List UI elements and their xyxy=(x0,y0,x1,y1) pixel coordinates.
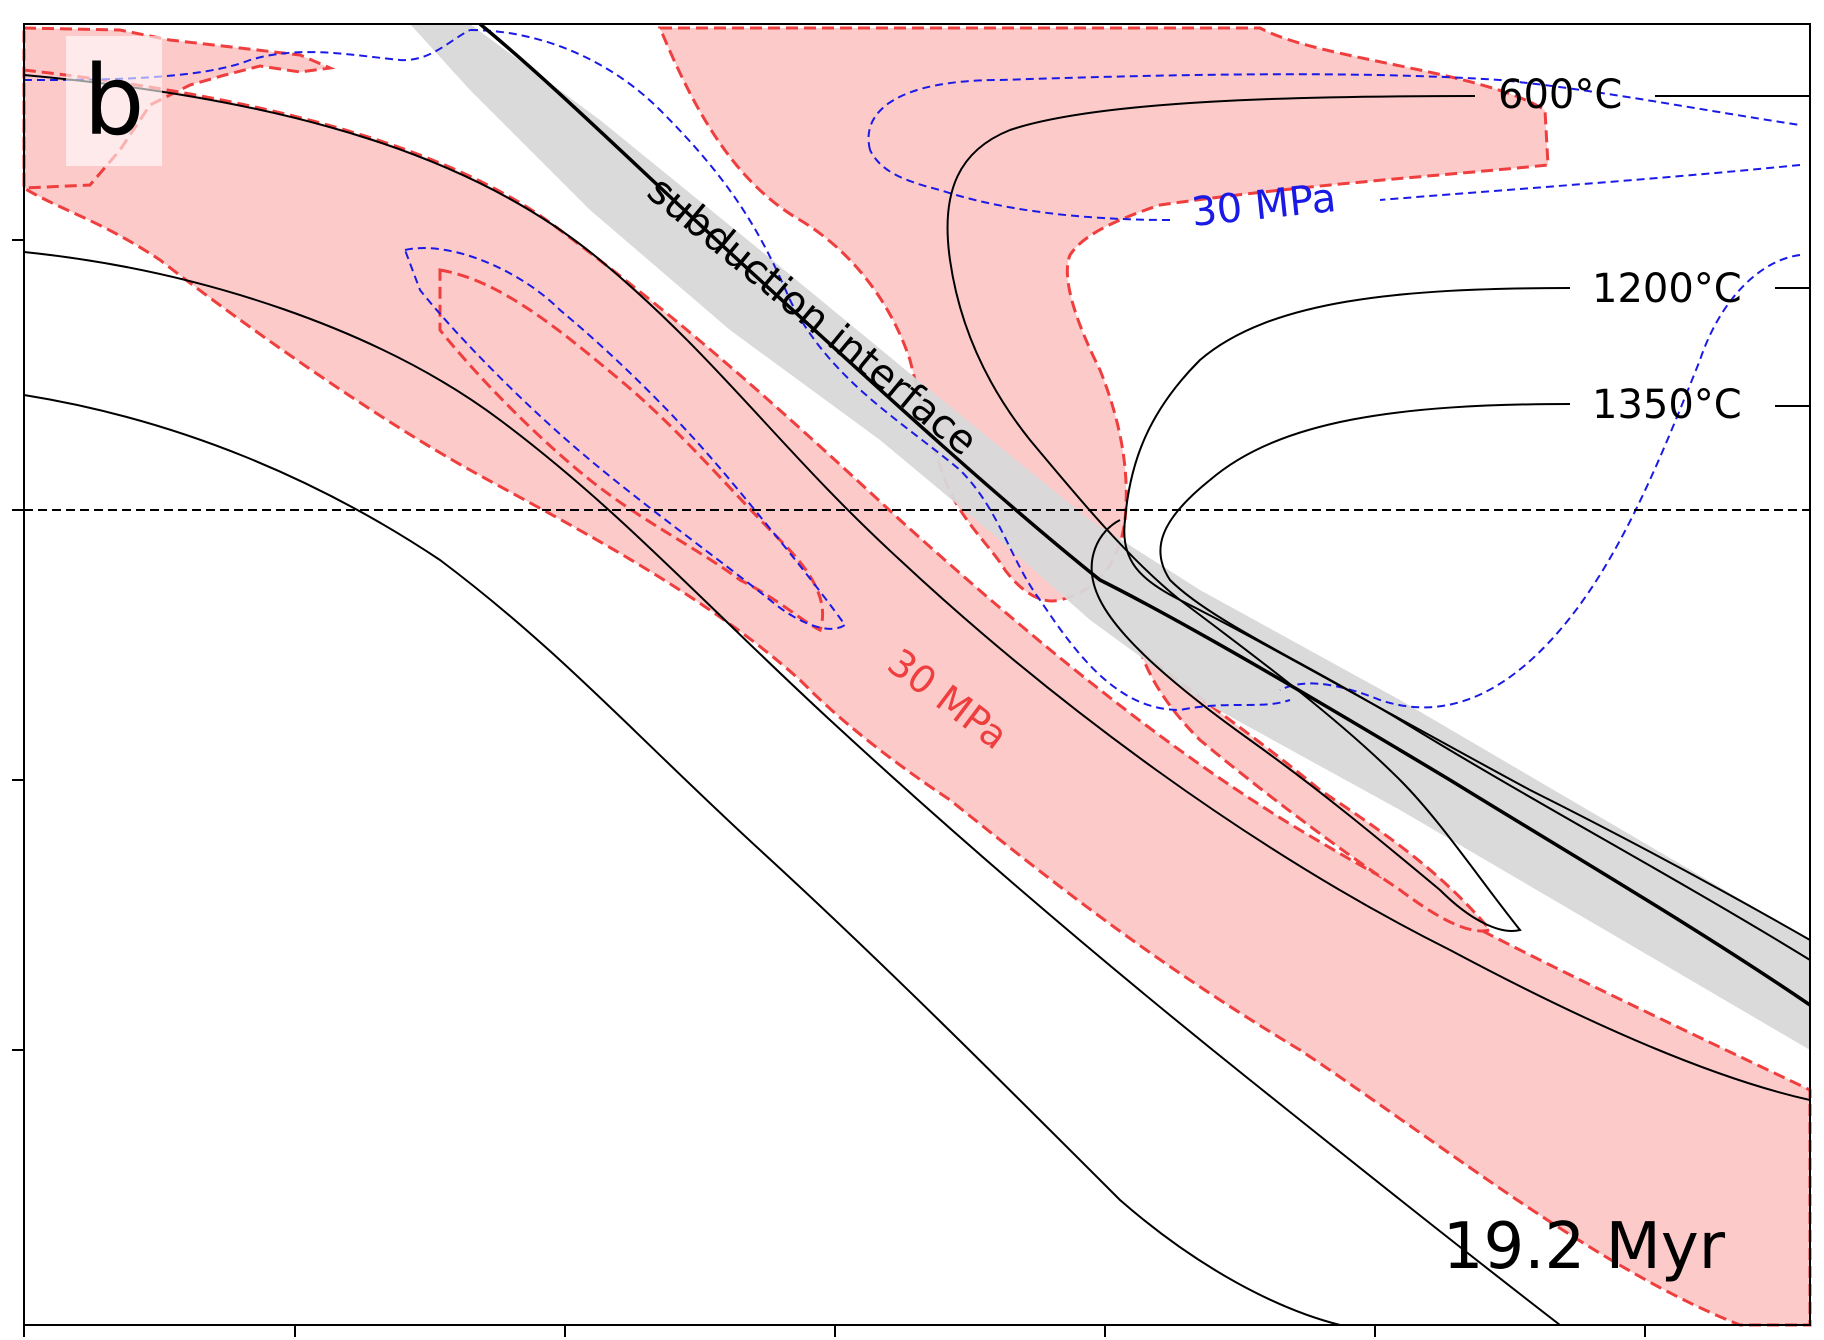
wedge-stress-region xyxy=(657,26,1550,603)
slab-isotherm-2 xyxy=(23,251,1561,1326)
isotherm-600 xyxy=(946,95,1522,932)
panel-letter-bg xyxy=(66,36,162,166)
panel-letter: b xyxy=(84,45,145,157)
blue-contour-wedge xyxy=(867,73,1801,221)
blue-contour-top xyxy=(23,29,471,81)
isotherm-1350 xyxy=(1159,403,1811,961)
inner-stress-region xyxy=(438,268,825,633)
isotherm-1200 xyxy=(1123,287,1811,941)
blue-contour-inner xyxy=(403,247,847,630)
isotherms xyxy=(23,22,1811,1326)
slab-isotherm-1 xyxy=(23,74,1811,1101)
isotherm-1350-label: 1350°C xyxy=(1592,382,1742,428)
plot-frame xyxy=(23,23,1811,1326)
isotherm-1200-label: 1200°C xyxy=(1592,266,1742,312)
axis-ticks xyxy=(12,239,1646,1337)
blue-contour-right xyxy=(1279,254,1801,709)
isotherm-600-label: 600°C xyxy=(1498,72,1622,118)
lower-stress-region xyxy=(1136,645,1493,933)
blue-contour-interface xyxy=(469,29,1291,712)
interface-line xyxy=(478,22,1811,1007)
stress-regions xyxy=(22,26,1812,1327)
blue-contours xyxy=(23,29,1801,712)
slab-isotherm-3 xyxy=(23,394,1341,1326)
time-label: 19.2 Myr xyxy=(1443,1210,1726,1284)
